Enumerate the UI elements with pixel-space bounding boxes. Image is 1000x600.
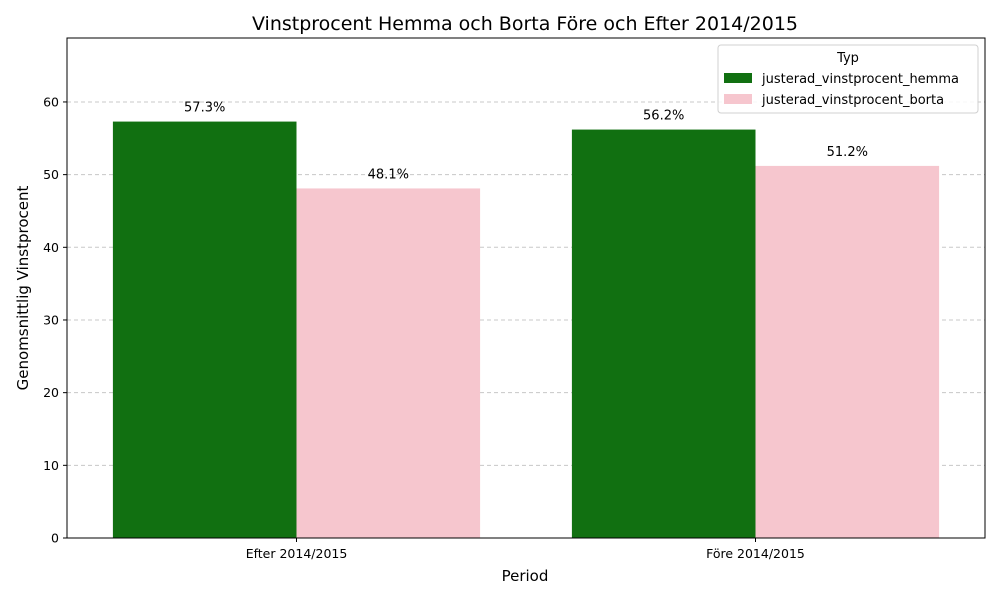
data-label: 48.1% — [368, 167, 409, 182]
y-tick-label: 20 — [43, 385, 59, 400]
y-tick-label: 50 — [43, 167, 59, 182]
chart-title: Vinstprocent Hemma och Borta Före och Ef… — [252, 13, 798, 35]
data-label: 57.3% — [184, 101, 225, 116]
y-axis: 0 10 20 30 40 50 60 — [43, 94, 67, 546]
x-tick-label: Efter 2014/2015 — [246, 546, 348, 561]
y-axis-title: Genomsnittlig Vinstprocent — [14, 186, 32, 391]
plot-frame — [66, 37, 986, 539]
data-label: 51.2% — [827, 145, 868, 160]
legend-label: justerad_vinstprocent_hemma — [761, 72, 959, 87]
bar — [112, 121, 297, 538]
legend-title: Typ — [836, 51, 859, 66]
legend-swatch — [724, 94, 752, 104]
legend: Typ justerad_vinstprocent_hemma justerad_v… — [717, 44, 979, 114]
y-tick-label: 0 — [51, 531, 59, 546]
bars: 57.3% 48.1% 56.2% 51.2% — [112, 101, 940, 539]
x-axis: Efter 2014/2015 Före 2014/2015 — [246, 538, 805, 561]
data-label: 56.2% — [643, 109, 684, 124]
legend-swatch — [724, 73, 752, 83]
x-axis-title: Period — [502, 567, 549, 585]
y-tick-label: 40 — [43, 240, 59, 255]
legend-box — [717, 44, 979, 114]
bar — [755, 165, 940, 538]
x-tick-label: Före 2014/2015 — [706, 546, 805, 561]
legend-label: justerad_vinstprocent_borta — [761, 93, 944, 108]
bar — [296, 188, 481, 539]
y-tick-label: 10 — [43, 458, 59, 473]
bar — [571, 129, 756, 538]
y-tick-label: 30 — [43, 312, 59, 327]
y-tick-label: 60 — [43, 94, 59, 109]
